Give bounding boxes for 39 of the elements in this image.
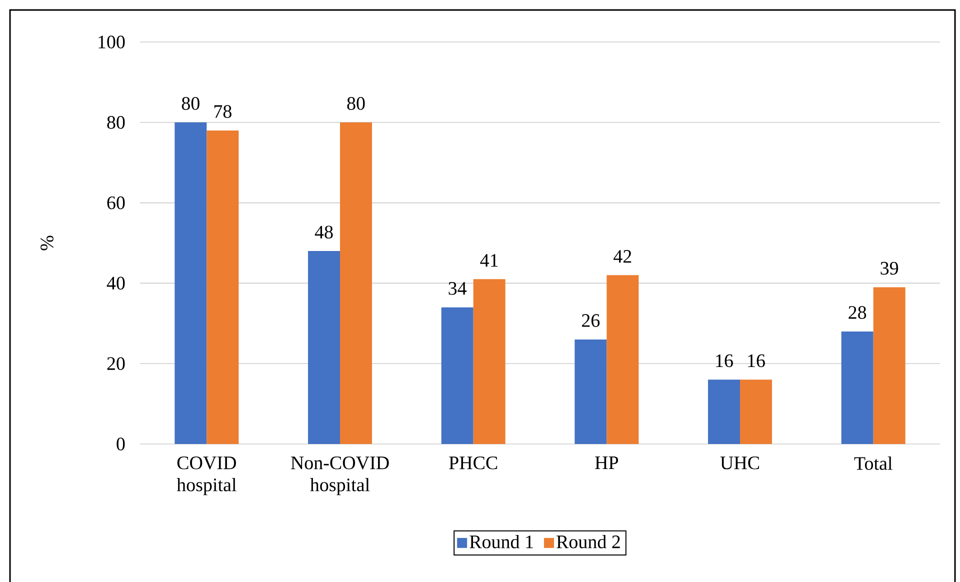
y-tick-label: 0 <box>116 438 125 450</box>
data-label: 16 <box>716 354 733 368</box>
data-label: 28 <box>848 306 866 319</box>
data-label: 16 <box>748 354 765 368</box>
data-label: 78 <box>214 105 232 118</box>
x-tick-label: Non-COVID hospital <box>290 456 389 496</box>
bar <box>574 339 607 444</box>
bar <box>708 380 740 444</box>
data-label: 39 <box>880 262 898 275</box>
data-label: 80 <box>182 97 200 110</box>
data-label: 34 <box>448 282 467 295</box>
data-label: 48 <box>314 226 333 239</box>
data-label: 41 <box>480 254 498 267</box>
y-tick-label: 80 <box>107 116 125 129</box>
bar <box>473 279 506 444</box>
bar <box>441 307 474 444</box>
bar <box>174 122 207 444</box>
bar <box>873 287 906 444</box>
x-tick-label: COVID hospital <box>176 456 236 496</box>
y-tick-label: 20 <box>107 357 125 370</box>
x-tick-label: Total <box>854 456 892 470</box>
bar <box>308 251 340 444</box>
data-label: 80 <box>347 97 365 110</box>
x-tick-label: UHC <box>720 456 760 470</box>
y-axis-title: % <box>40 236 54 250</box>
legend-label: Round 2 <box>556 534 620 548</box>
y-tick-label: 40 <box>106 276 125 290</box>
bar <box>340 122 372 444</box>
data-label: 26 <box>582 314 600 327</box>
x-tick-label: PHCC <box>449 456 498 470</box>
y-tick-label: 60 <box>107 196 125 210</box>
legend-label: Round 1 <box>470 534 533 548</box>
bar <box>740 380 772 444</box>
bar <box>841 331 874 444</box>
data-label: 42 <box>614 250 632 263</box>
bar <box>206 130 239 444</box>
x-tick-label: HP <box>595 456 618 469</box>
bar <box>606 275 639 444</box>
y-tick-label: 100 <box>98 36 125 48</box>
